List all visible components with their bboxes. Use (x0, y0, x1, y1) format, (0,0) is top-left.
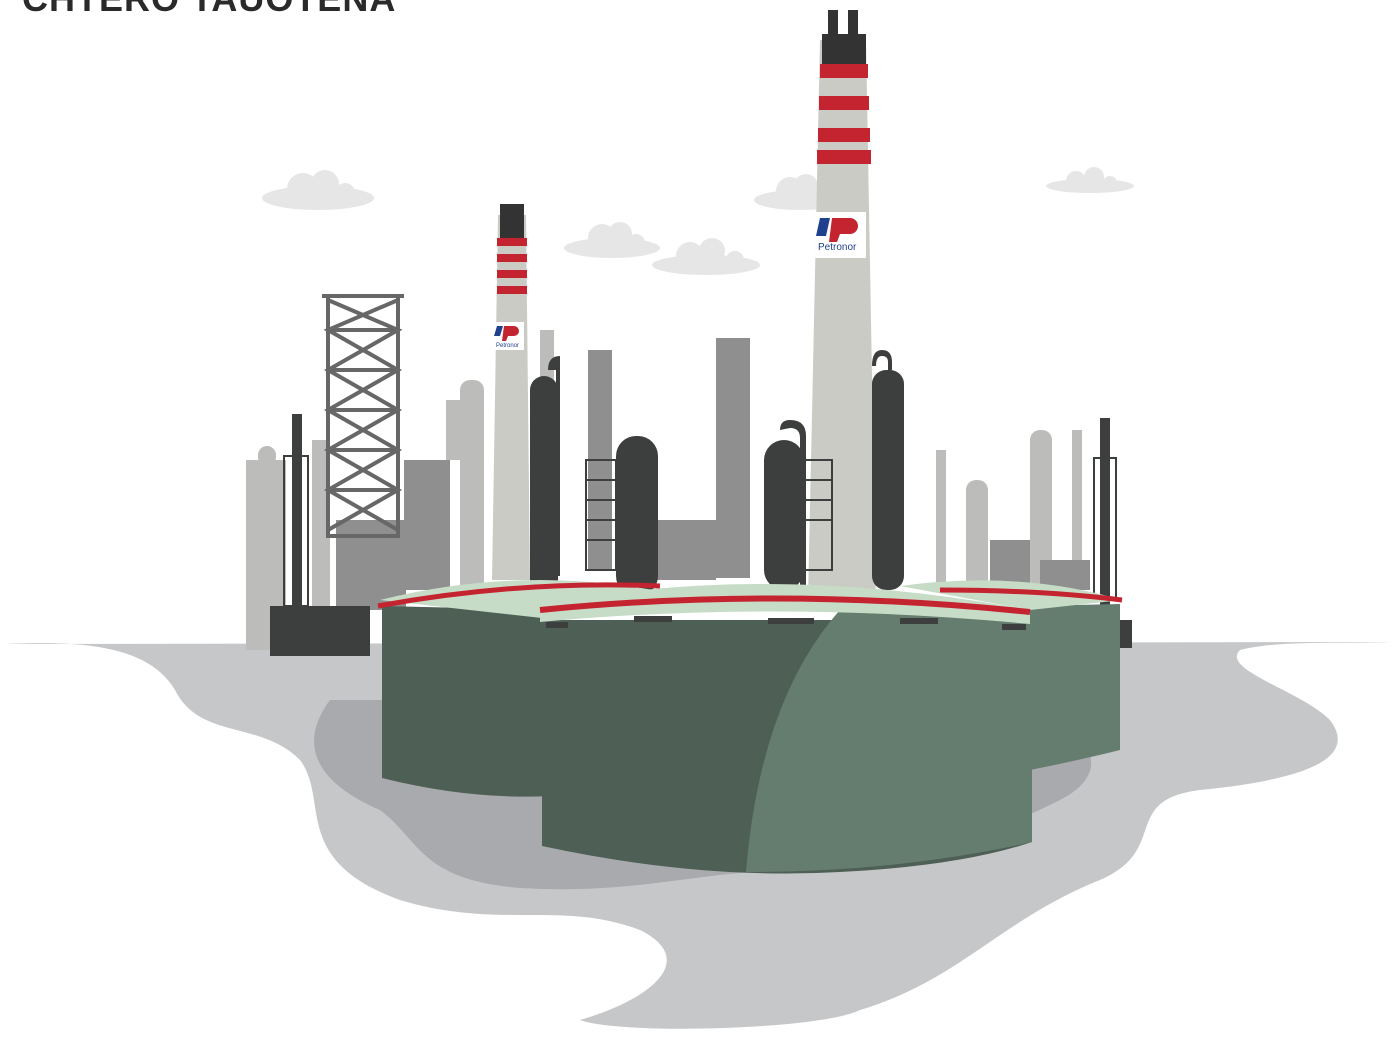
storage-tank-front (539, 583, 1032, 874)
storage-tank-right (900, 580, 1123, 770)
background-structures-light (246, 330, 1082, 650)
petronor-logo-icon (816, 218, 858, 242)
scaffolding (283, 455, 1117, 607)
process-columns (270, 350, 1132, 656)
logo-label: Petronor (496, 343, 519, 349)
cloud-icon (652, 238, 760, 275)
petronor-logo-icon (494, 326, 519, 341)
small-chimney: Petronor (492, 204, 530, 580)
page-title: CHTERO TAUOTENA (22, 0, 396, 20)
cloud-icon (262, 170, 374, 210)
cloud-icon (1046, 167, 1134, 193)
main-chimney: Petronor (808, 10, 876, 600)
lattice-tower (322, 294, 404, 538)
logo-label: Petronor (818, 242, 857, 253)
cloud-icon (564, 222, 660, 258)
